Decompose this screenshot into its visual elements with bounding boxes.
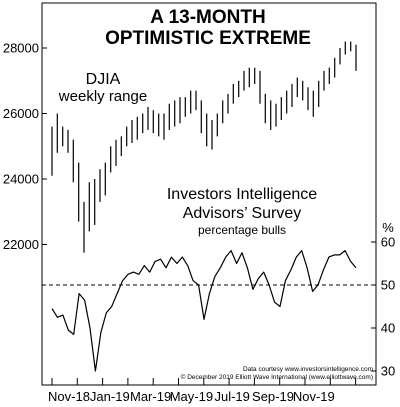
credit-line-2: © December 2019 Elliott Wave Internation… <box>181 373 373 381</box>
bulls-series <box>42 250 376 372</box>
x-tick-label: Mar-19 <box>130 389 171 404</box>
percent-y-tick-label: 30 <box>381 364 395 379</box>
djia-y-tick-label: 28000 <box>3 41 39 56</box>
djia-y-tick-label: 24000 <box>3 172 39 187</box>
percent-unit-label: % <box>382 220 394 235</box>
percent-y-tick-label: 50 <box>381 278 395 293</box>
survey-caption: percentage bulls <box>198 223 286 237</box>
x-tick-label: Nov-19 <box>293 389 335 404</box>
djia-y-tick-label: 26000 <box>3 106 39 121</box>
x-tick-label: Jul-19 <box>214 389 249 404</box>
x-tick-label: Nov-18 <box>48 389 90 404</box>
survey-title: Investors Intelligence <box>167 186 317 203</box>
plot-frame <box>41 2 377 386</box>
credit-line-1: Data courtesy www.investorsintelligence.… <box>243 366 373 373</box>
x-tick-label: Sep-19 <box>252 389 294 404</box>
djia-y-axis: 22000 24000 26000 28000 <box>3 41 47 252</box>
djia-label: DJIA <box>86 71 121 88</box>
chart-subtitle: OPTIMISTIC EXTREME <box>105 28 311 49</box>
x-tick-label: Jan-19 <box>90 389 130 404</box>
survey-subtitle: Advisors’ Survey <box>183 205 302 222</box>
bulls-line <box>51 250 357 372</box>
percent-y-tick-label: 60 <box>381 235 395 250</box>
chart-title: A 13-MONTH <box>150 7 265 28</box>
percent-y-tick-label: 40 <box>381 321 395 336</box>
x-tick-label: May-19 <box>170 389 213 404</box>
djia-y-tick-label: 22000 <box>3 237 39 252</box>
djia-sublabel: weekly range <box>58 88 147 105</box>
percent-y-axis: 30 40 50 60 <box>371 235 395 379</box>
djia-range-bars <box>51 41 357 253</box>
